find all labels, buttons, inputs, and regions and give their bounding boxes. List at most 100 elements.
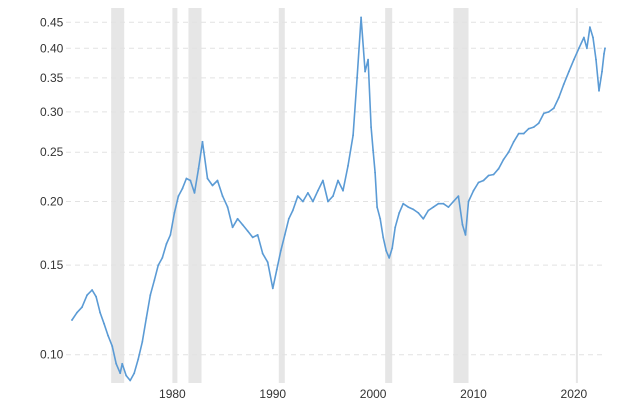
data-point bbox=[604, 47, 606, 50]
y-tick-label: 0.15 bbox=[40, 258, 64, 272]
x-tick-label: 1980 bbox=[159, 387, 186, 401]
data-point bbox=[246, 230, 249, 232]
data-point bbox=[173, 212, 176, 214]
data-point bbox=[103, 322, 105, 325]
recession-bands bbox=[111, 8, 578, 383]
data-point bbox=[356, 76, 358, 79]
data-point bbox=[360, 16, 362, 19]
recession-band bbox=[188, 8, 202, 383]
data-point bbox=[372, 149, 374, 152]
x-axis-ticks: 1980 1990 2000 2010 2020 bbox=[159, 387, 588, 401]
data-point bbox=[211, 184, 214, 187]
data-point bbox=[517, 132, 520, 135]
data-point bbox=[391, 247, 394, 250]
data-point bbox=[532, 126, 535, 128]
data-point bbox=[461, 223, 464, 226]
data-point bbox=[236, 217, 239, 220]
data-point bbox=[422, 217, 425, 220]
data-point bbox=[157, 264, 160, 266]
data-point bbox=[271, 287, 274, 290]
data-point bbox=[111, 345, 114, 347]
data-point bbox=[477, 181, 480, 184]
data-point bbox=[141, 341, 144, 343]
data-point bbox=[317, 189, 319, 192]
data-point bbox=[467, 200, 470, 203]
data-point bbox=[115, 362, 118, 365]
data-point bbox=[251, 236, 254, 239]
data-point bbox=[552, 107, 555, 110]
data-point bbox=[71, 319, 73, 321]
data-point bbox=[402, 202, 405, 205]
recession-band bbox=[172, 8, 178, 383]
data-point bbox=[457, 195, 460, 198]
data-point bbox=[502, 158, 505, 161]
data-point bbox=[592, 36, 594, 39]
data-point bbox=[107, 334, 109, 337]
data-point bbox=[279, 249, 282, 252]
data-point bbox=[385, 249, 388, 252]
data-point bbox=[185, 177, 188, 180]
data-point bbox=[374, 171, 376, 174]
data-point bbox=[81, 306, 83, 309]
data-point bbox=[589, 26, 591, 29]
data-point bbox=[542, 112, 545, 115]
data-point bbox=[291, 209, 294, 212]
recession-band bbox=[385, 8, 393, 383]
data-point bbox=[125, 374, 128, 377]
data-point bbox=[442, 202, 445, 205]
data-point bbox=[482, 179, 485, 182]
data-point bbox=[527, 127, 530, 130]
data-point bbox=[472, 189, 475, 192]
y-tick-label: 0.40 bbox=[40, 41, 64, 55]
data-point bbox=[537, 122, 540, 125]
y-tick-label: 0.25 bbox=[40, 145, 64, 159]
data-point bbox=[487, 174, 490, 177]
series-line bbox=[71, 16, 606, 382]
data-point bbox=[177, 195, 180, 198]
data-point bbox=[153, 279, 156, 282]
data-point bbox=[497, 167, 500, 170]
data-point bbox=[302, 200, 304, 203]
data-point bbox=[332, 195, 334, 198]
data-point bbox=[129, 379, 132, 382]
data-point bbox=[376, 206, 378, 209]
recession-band bbox=[453, 8, 469, 383]
data-point bbox=[261, 252, 264, 255]
data-point bbox=[95, 295, 97, 298]
data-point bbox=[507, 151, 510, 154]
data-point bbox=[137, 358, 140, 361]
data-point bbox=[522, 132, 525, 135]
recession-band bbox=[575, 8, 578, 383]
data-point bbox=[370, 126, 372, 128]
data-point bbox=[165, 243, 168, 245]
data-point bbox=[161, 257, 164, 259]
y-tick-label: 0.30 bbox=[40, 105, 64, 119]
data-point bbox=[342, 189, 344, 192]
x-tick-label: 2000 bbox=[360, 387, 387, 401]
data-point bbox=[241, 223, 244, 226]
data-point bbox=[189, 179, 192, 182]
data-point bbox=[76, 311, 78, 314]
data-point bbox=[347, 165, 349, 167]
data-point bbox=[367, 58, 369, 61]
data-point bbox=[407, 206, 410, 209]
data-point bbox=[283, 234, 286, 236]
series-layer bbox=[71, 16, 606, 382]
data-point bbox=[91, 289, 93, 291]
data-point bbox=[197, 167, 200, 170]
data-point bbox=[512, 140, 515, 143]
data-point bbox=[169, 234, 172, 236]
data-point bbox=[275, 268, 278, 271]
data-point bbox=[492, 173, 495, 176]
data-point bbox=[394, 226, 397, 229]
data-point bbox=[256, 234, 259, 236]
data-point bbox=[464, 234, 467, 236]
recession-band bbox=[111, 8, 125, 383]
data-point bbox=[562, 83, 565, 86]
data-point bbox=[322, 179, 324, 182]
data-point bbox=[231, 226, 234, 229]
data-point bbox=[547, 111, 550, 113]
data-point bbox=[601, 70, 603, 73]
data-point bbox=[432, 206, 435, 209]
